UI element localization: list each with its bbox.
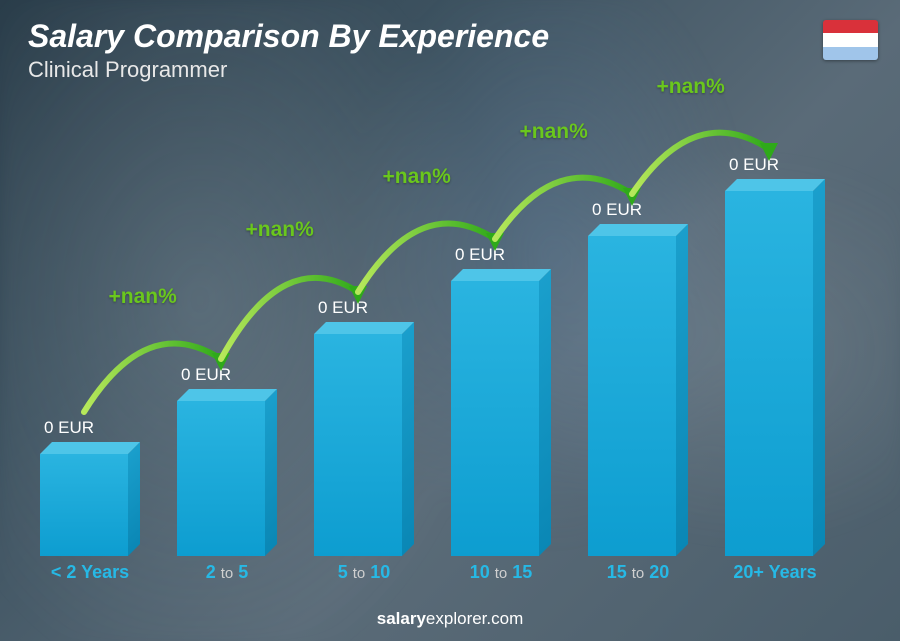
footer-brand: salary bbox=[377, 609, 426, 628]
flag-stripe bbox=[823, 33, 878, 46]
increase-arrow-icon bbox=[30, 121, 850, 581]
flag-stripe bbox=[823, 20, 878, 33]
flag-stripe bbox=[823, 47, 878, 60]
change-label: +nan% bbox=[657, 75, 725, 99]
footer: salaryexplorer.com bbox=[0, 609, 900, 629]
footer-rest: explorer.com bbox=[426, 609, 523, 628]
chart-area: 0 EUR< 2 Years0 EUR2 to 50 EUR5 to 100 E… bbox=[30, 120, 850, 581]
country-flag-icon bbox=[823, 20, 878, 60]
chart-title: Salary Comparison By Experience bbox=[28, 18, 549, 55]
chart-subtitle: Clinical Programmer bbox=[28, 57, 549, 83]
header: Salary Comparison By Experience Clinical… bbox=[28, 18, 549, 83]
